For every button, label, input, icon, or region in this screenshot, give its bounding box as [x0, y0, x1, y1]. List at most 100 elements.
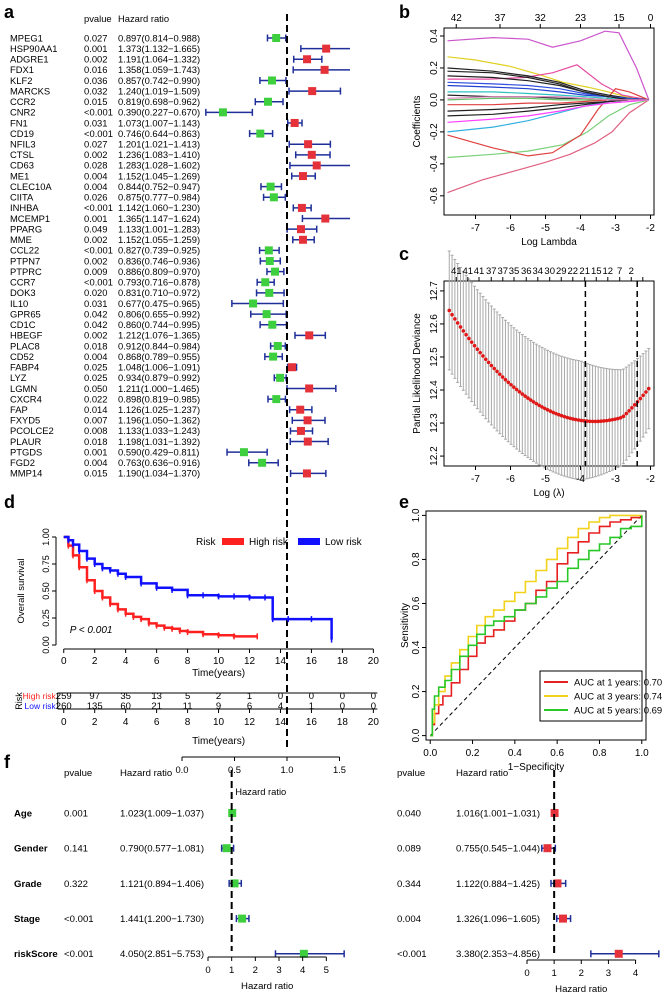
panel-label-c: c [399, 244, 409, 264]
x-tick-label: 4 [633, 968, 639, 979]
risk-table-count: 1 [247, 691, 252, 702]
row-pvalue: 0.036 [84, 75, 107, 86]
hazard-ratio-box [276, 373, 285, 382]
row-label: CD52 [10, 351, 34, 362]
row-hazard-ratio-text: 0.827(0.739−0.925) [118, 245, 200, 256]
row-hazard-ratio-text: 1.152(1.055−1.259) [118, 234, 200, 245]
x-tick-label: 0.0 [175, 764, 188, 775]
y-tick-label: 0.2 [411, 684, 422, 698]
row-pvalue: <0.001 [84, 202, 113, 213]
row-hazard-ratio-text: 0.886(0.809−0.970) [118, 266, 200, 277]
row-label: FABP4 [10, 362, 39, 373]
row-pvalue: 0.031 [84, 117, 107, 128]
row-hazard-ratio-text: 0.897(0.814−0.988) [118, 32, 200, 43]
hazard-ratio-box [256, 129, 265, 138]
row-hazard-ratio-text: 0.912(0.844−0.984) [118, 340, 200, 351]
hazard-ratio-box [228, 809, 237, 817]
row-label: ME1 [10, 170, 29, 181]
row-pvalue: 0.018 [84, 436, 107, 447]
row-hazard-ratio-text: 1.152(1.045−1.269) [118, 170, 200, 181]
risk-table-count: 60 [120, 701, 131, 712]
deviance-point [514, 387, 519, 392]
top-tick-label: 2 [629, 266, 634, 277]
x-tick-label: 4 [123, 717, 129, 728]
risk-table-count: 21 [151, 701, 162, 712]
hazard-ratio-box [298, 235, 307, 244]
plot-frame [425, 510, 647, 741]
row-hazard-ratio-text: 1.283(1.028−1.602) [118, 160, 200, 171]
y-axis-title: Sensitivity [400, 603, 411, 648]
row-hazard-ratio-text: 1.441(1.200−1.730) [120, 914, 204, 925]
row-pvalue: 0.322 [64, 879, 88, 890]
row-hazard-ratio-text: 0.934(0.879−0.992) [118, 372, 200, 383]
hazard-ratio-box [222, 844, 231, 853]
deviance-point [627, 408, 631, 413]
row-hazard-ratio-text: 1.126(1.025−1.237) [118, 404, 200, 415]
deviance-point [618, 416, 623, 420]
row-label: Grade [14, 879, 42, 890]
coefficient-path [447, 88, 650, 157]
y-tick-label: -0.2 [429, 123, 440, 141]
row-hazard-ratio-text: 0.763(0.636−0.916) [118, 457, 200, 468]
row-pvalue: 0.002 [84, 54, 107, 65]
deviance-point [559, 413, 564, 418]
row-hazard-ratio-text: 1.048(1.006−1.091) [118, 362, 200, 373]
x-tick-label: 2 [92, 717, 98, 728]
row-label: MARCKS [10, 85, 50, 96]
x-tick-label: 2 [92, 656, 98, 667]
y-tick-label: 0.4 [429, 29, 440, 43]
deviance-point [576, 418, 581, 422]
legend-swatch-high [222, 538, 244, 545]
row-hazard-ratio-text: 0.898(0.819−0.985) [118, 393, 200, 404]
top-tick-label: 22 [568, 266, 579, 277]
row-pvalue: 0.015 [84, 468, 107, 479]
hazard-ratio-box [272, 395, 281, 404]
x-tick-label: 20 [368, 656, 380, 667]
deviance-point [469, 340, 474, 344]
top-tick-label: 15 [613, 13, 625, 24]
x-tick-label: 20 [368, 717, 380, 728]
row-hazard-ratio-text: 0.806(0.655−0.992) [118, 308, 200, 319]
row-label: ADGRE1 [10, 54, 49, 65]
hazard-ratio-box [312, 161, 321, 170]
diagonal-reference [429, 515, 643, 736]
x-tick-label: 0.4 [508, 748, 522, 759]
column-header-hazard-ratio: Hazard ratio [118, 13, 169, 24]
roc-curve [430, 515, 643, 737]
row-hazard-ratio-text: 1.121(0.894−1.406) [120, 879, 204, 890]
row-label: LYZ [10, 372, 27, 383]
x-tick-label: 12 [244, 656, 256, 667]
hazard-ratio-box [239, 448, 248, 457]
row-pvalue: <0.001 [397, 949, 427, 960]
hazard-ratio-box [298, 172, 307, 181]
row-pvalue: <0.001 [64, 914, 94, 925]
row-hazard-ratio-text: 0.819(0.698−0.962) [118, 96, 200, 107]
row-pvalue: 0.049 [84, 223, 107, 234]
row-pvalue: 0.004 [84, 457, 107, 468]
row-hazard-ratio-text: 0.875(0.777−0.984) [118, 192, 200, 203]
row-label: KLF2 [10, 75, 32, 86]
deviance-point [489, 363, 494, 368]
row-pvalue: 0.015 [84, 96, 107, 107]
deviance-point [616, 416, 620, 421]
row-pvalue: 0.020 [84, 287, 107, 298]
top-tick-label: 30 [544, 266, 555, 277]
risk-table-count: 35 [120, 691, 131, 702]
row-pvalue: 0.022 [84, 393, 107, 404]
x-tick-label: -3 [611, 223, 620, 234]
x-tick-label: 14 [275, 656, 287, 667]
row-pvalue: 0.025 [84, 372, 107, 383]
risk-table-count: 9 [216, 701, 221, 712]
row-pvalue: 0.344 [397, 879, 422, 890]
row-hazard-ratio-text: 1.196(1.050−1.362) [118, 415, 200, 426]
risk-table-count: 0 [278, 691, 283, 702]
row-pvalue: 0.014 [84, 404, 107, 415]
row-pvalue: 0.002 [84, 255, 107, 266]
row-hazard-ratio-text: 1.016(1.001−1.031) [456, 808, 540, 819]
x-tick-label: 0.6 [550, 748, 564, 759]
row-hazard-ratio-text: 1.133(1.033−1.243) [118, 425, 200, 436]
row-hazard-ratio-text: 1.023(1.009−1.037) [120, 808, 204, 819]
deviance-point [545, 408, 550, 412]
x-axis-title: Hazard ratio [241, 981, 293, 992]
x-tick-label: 6 [154, 656, 160, 667]
